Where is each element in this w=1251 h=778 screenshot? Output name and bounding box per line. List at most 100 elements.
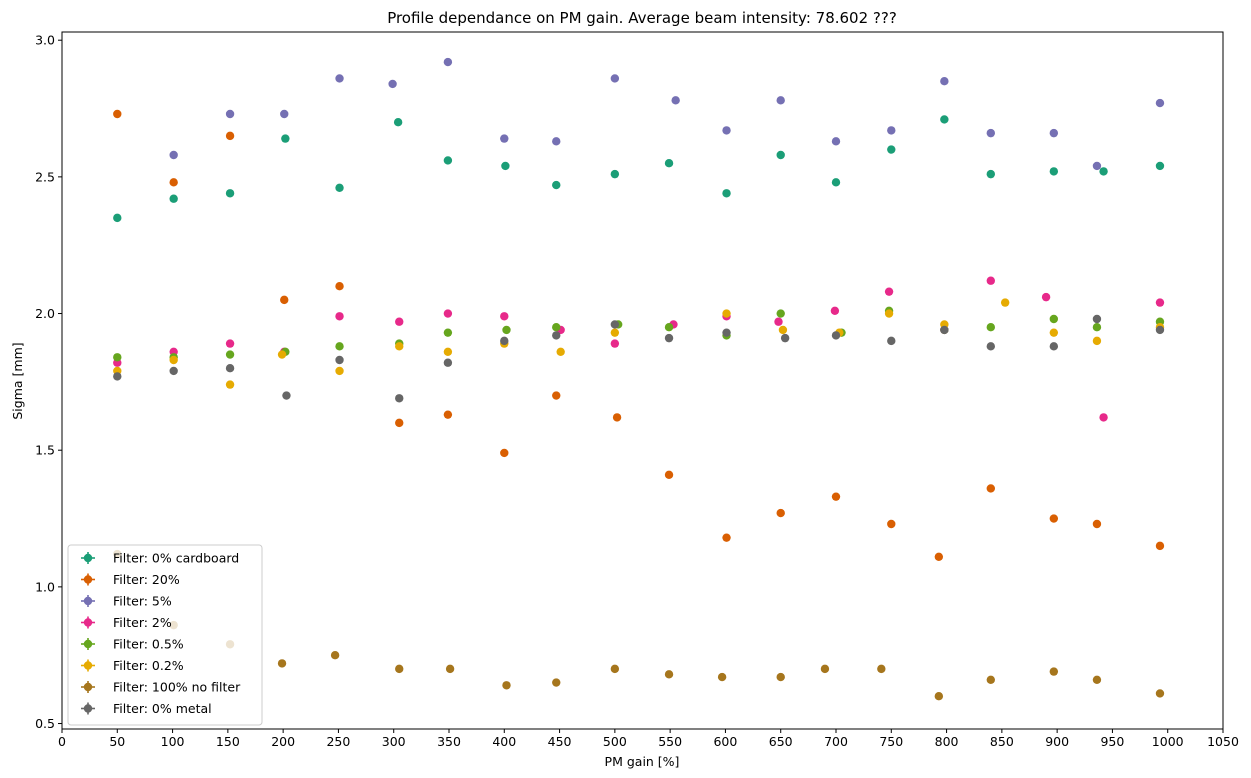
data-point-1-5 bbox=[395, 418, 404, 428]
data-point-2-18 bbox=[1155, 98, 1165, 108]
data-point-6-3 bbox=[277, 659, 287, 668]
data-point-3-13 bbox=[830, 306, 840, 315]
data-point-6-14 bbox=[877, 664, 886, 674]
x-tick-label-15: 750 bbox=[879, 734, 903, 749]
x-tick-label-17: 850 bbox=[990, 734, 1014, 749]
x-axis-label: PM gain [%] bbox=[605, 754, 680, 769]
x-tick-label-2: 100 bbox=[161, 734, 185, 749]
data-point-3-9 bbox=[610, 339, 620, 348]
data-point-3-17 bbox=[1041, 292, 1051, 302]
data-point-6-15 bbox=[934, 692, 944, 701]
data-point-5-2 bbox=[225, 380, 235, 389]
data-point-1-9 bbox=[612, 413, 622, 422]
legend-label-0: Filter: 0% cardboard bbox=[113, 551, 239, 566]
data-point-0-10 bbox=[664, 159, 674, 168]
data-point-2-7 bbox=[552, 137, 561, 146]
legend-box bbox=[67, 544, 263, 726]
data-point-2-2 bbox=[280, 109, 289, 119]
data-point-4-4 bbox=[335, 342, 344, 351]
data-point-2-15 bbox=[986, 128, 995, 138]
data-point-7-2 bbox=[225, 364, 235, 373]
x-tick-label-20: 1000 bbox=[1152, 734, 1184, 749]
data-point-0-2 bbox=[225, 189, 235, 198]
y-tick-label-2: 1.5 bbox=[35, 443, 55, 458]
legend-marker-7 bbox=[83, 704, 93, 713]
data-point-0-1 bbox=[169, 194, 178, 203]
data-point-4-17 bbox=[1049, 314, 1059, 324]
data-point-1-8 bbox=[552, 391, 561, 400]
legend-marker-1 bbox=[83, 575, 93, 584]
data-point-5-11 bbox=[778, 325, 788, 335]
data-point-7-19 bbox=[1155, 325, 1165, 335]
data-point-7-1 bbox=[169, 366, 178, 376]
data-point-5-6 bbox=[443, 347, 453, 356]
data-point-1-1 bbox=[169, 178, 178, 187]
data-point-3-19 bbox=[1155, 298, 1165, 307]
data-point-7-4 bbox=[335, 355, 344, 365]
data-point-0-8 bbox=[552, 180, 561, 190]
data-point-1-3 bbox=[280, 295, 289, 305]
data-point-4-10 bbox=[664, 323, 674, 332]
data-point-7-17 bbox=[1049, 342, 1059, 351]
data-point-0-15 bbox=[940, 115, 949, 124]
data-point-0-0 bbox=[113, 213, 122, 223]
data-point-2-0 bbox=[169, 150, 178, 160]
data-point-5-4 bbox=[335, 366, 344, 376]
data-point-4-0 bbox=[113, 353, 122, 362]
data-point-6-12 bbox=[776, 672, 785, 682]
data-point-0-9 bbox=[610, 169, 620, 179]
data-point-3-6 bbox=[443, 309, 453, 318]
x-tick-label-10: 500 bbox=[603, 734, 627, 749]
data-point-2-12 bbox=[831, 137, 841, 146]
data-point-7-15 bbox=[940, 325, 949, 335]
x-tick-label-18: 900 bbox=[1045, 734, 1069, 749]
data-point-1-11 bbox=[722, 533, 731, 542]
data-point-7-10 bbox=[664, 333, 674, 343]
x-tick-label-14: 700 bbox=[824, 734, 848, 749]
data-point-6-8 bbox=[552, 678, 561, 687]
data-point-2-5 bbox=[443, 57, 453, 67]
data-point-1-0 bbox=[113, 109, 122, 119]
data-point-5-3 bbox=[277, 350, 287, 359]
data-point-1-4 bbox=[335, 282, 344, 291]
data-point-7-0 bbox=[113, 372, 122, 381]
data-point-3-4 bbox=[335, 312, 344, 321]
y-tick-label-3: 2.0 bbox=[35, 306, 55, 321]
data-point-4-7 bbox=[502, 325, 511, 335]
data-point-6-10 bbox=[664, 670, 674, 679]
x-tick-label-8: 400 bbox=[492, 734, 516, 749]
data-point-1-17 bbox=[1049, 514, 1059, 523]
data-point-0-13 bbox=[831, 178, 841, 187]
data-point-7-12 bbox=[780, 333, 790, 343]
data-point-4-2 bbox=[225, 350, 235, 359]
data-point-6-19 bbox=[1155, 689, 1165, 698]
data-point-0-5 bbox=[393, 118, 403, 127]
legend-marker-5 bbox=[83, 661, 93, 670]
data-point-7-9 bbox=[610, 320, 620, 329]
data-point-4-16 bbox=[986, 323, 995, 332]
data-point-2-13 bbox=[887, 126, 896, 135]
legend-marker-0 bbox=[83, 553, 93, 563]
y-tick-label-5: 3.0 bbox=[35, 33, 55, 48]
data-point-0-18 bbox=[1099, 167, 1108, 176]
data-point-6-4 bbox=[330, 651, 340, 660]
x-tick-label-6: 300 bbox=[382, 734, 406, 749]
data-point-5-1 bbox=[169, 355, 178, 365]
data-point-2-6 bbox=[500, 134, 509, 143]
data-point-5-16 bbox=[1049, 328, 1059, 337]
data-point-1-16 bbox=[986, 484, 995, 493]
data-point-7-8 bbox=[552, 331, 561, 340]
data-point-2-1 bbox=[225, 109, 235, 119]
data-point-0-12 bbox=[776, 150, 785, 160]
legend-label-5: Filter: 0.2% bbox=[113, 658, 184, 673]
data-point-3-18 bbox=[1099, 413, 1108, 422]
data-point-4-12 bbox=[776, 309, 785, 318]
data-point-0-19 bbox=[1155, 161, 1165, 171]
x-tick-label-13: 650 bbox=[769, 734, 793, 749]
data-point-7-7 bbox=[500, 336, 509, 346]
data-point-2-8 bbox=[610, 74, 620, 83]
data-point-2-9 bbox=[671, 96, 680, 105]
data-point-0-4 bbox=[335, 183, 344, 192]
chart-title: Profile dependance on PM gain. Average b… bbox=[387, 9, 897, 27]
